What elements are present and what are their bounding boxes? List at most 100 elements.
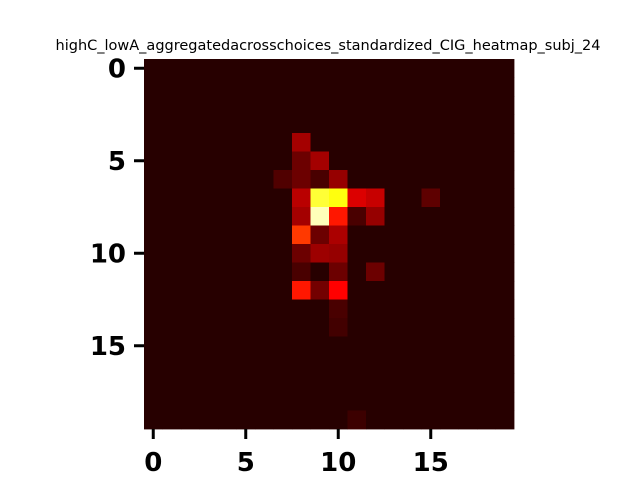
y-tick-label: 5 [108,147,126,177]
heatmap-cell [273,281,293,300]
y-tick-label: 0 [108,54,126,84]
heatmap-cell [218,244,237,263]
heatmap-cell [255,244,274,263]
heatmap-cell [310,59,330,78]
heatmap-cell [347,262,367,282]
heatmap-cell [255,262,274,282]
heatmap-cell [440,262,459,282]
heatmap-cell [181,299,200,319]
heatmap-cell [477,77,496,97]
heatmap-cell [421,373,441,393]
heatmap-cell [477,59,496,78]
heatmap-cell [218,151,237,171]
heatmap-cell [255,170,274,189]
heatmap-cell [477,410,496,430]
heatmap-cell [218,281,237,300]
heatmap-cell [366,410,385,430]
heatmap-cell [273,188,293,208]
heatmap-cell [162,151,182,171]
heatmap-cell [458,133,478,152]
heatmap-cell [403,410,422,430]
heatmap-cell [440,336,459,356]
heatmap-cells [144,59,515,430]
heatmap-cell [403,355,422,374]
heatmap-cell [199,355,219,374]
heatmap-cell [236,410,256,430]
heatmap-cell [292,96,311,115]
heatmap-cell [440,392,459,411]
heatmap-cell [218,96,237,115]
heatmap-cell [144,170,163,189]
heatmap-cell [236,207,256,226]
x-tick-label: 15 [413,448,449,478]
heatmap-cell [329,77,348,97]
heatmap-cell [347,281,367,300]
heatmap-cell [310,410,330,430]
heatmap-cell [144,207,163,226]
heatmap-cell [162,355,182,374]
heatmap-cell [366,96,385,115]
heatmap-cell [477,96,496,115]
heatmap-cell [144,336,163,356]
heatmap-cell [218,355,237,374]
heatmap-cell [329,299,348,319]
heatmap-cell [440,355,459,374]
heatmap-cell [144,410,163,430]
heatmap-cell [366,392,385,411]
heatmap-cell [458,299,478,319]
heatmap-cell [403,281,422,300]
heatmap-cell [440,299,459,319]
heatmap-cell [144,318,163,337]
heatmap-cell [199,188,219,208]
heatmap-cell [199,96,219,115]
heatmap-cell [329,355,348,374]
heatmap-cell [458,188,478,208]
heatmap-cell [162,244,182,263]
heatmap-cell [181,318,200,337]
heatmap-cell [403,225,422,245]
heatmap-cell [144,244,163,263]
heatmap-cell [310,133,330,152]
heatmap-cell [162,133,182,152]
heatmap-cell [366,373,385,393]
heatmap-cell [199,77,219,97]
heatmap-cell [440,244,459,263]
heatmap-cell [366,318,385,337]
heatmap-cell [236,133,256,152]
heatmap-cell [310,262,330,282]
heatmap-cell [458,114,478,134]
heatmap-cell [366,299,385,319]
heatmap-cell [255,281,274,300]
heatmap-cell [273,373,293,393]
heatmap-cell [495,281,515,300]
heatmap-cell [181,151,200,171]
heatmap-cell [273,244,293,263]
heatmap-cell [255,373,274,393]
heatmap-cell [347,114,367,134]
heatmap-cell [144,77,163,97]
heatmap-cell [421,318,441,337]
heatmap-cell [255,151,274,171]
heatmap-cell [421,77,441,97]
heatmap-cell [403,151,422,171]
heatmap-cell [477,281,496,300]
heatmap-cell [421,170,441,189]
heatmap-cell [366,281,385,300]
heatmap-cell [181,373,200,393]
heatmap-cell [162,262,182,282]
heatmap-cell [218,225,237,245]
heatmap-cell [255,59,274,78]
heatmap-cell [310,299,330,319]
heatmap-cell [236,59,256,78]
heatmap-cell [199,225,219,245]
heatmap-cell [310,207,330,226]
heatmap-cell [347,410,367,430]
heatmap-cell [273,96,293,115]
heatmap-cell [347,336,367,356]
heatmap-cell [310,373,330,393]
heatmap-cell [218,410,237,430]
heatmap-cell [403,207,422,226]
heatmap-cell [366,114,385,134]
heatmap-cell [440,77,459,97]
heatmap-cell [273,225,293,245]
